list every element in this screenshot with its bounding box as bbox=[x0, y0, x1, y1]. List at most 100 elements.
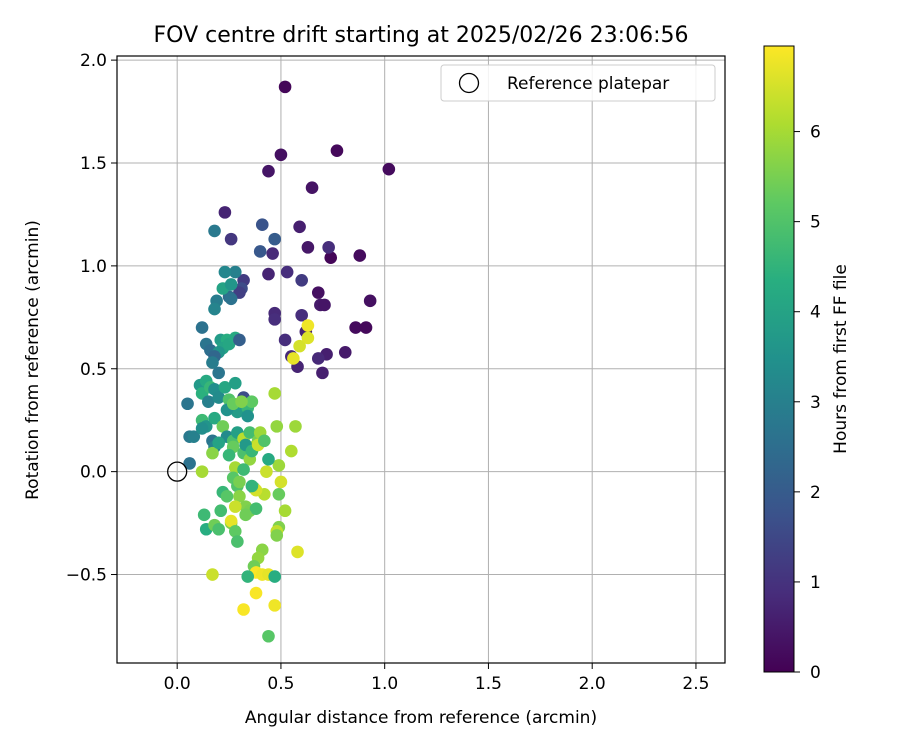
scatter-point bbox=[212, 436, 225, 450]
y-axis-label: Rotation from reference (arcmin) bbox=[23, 220, 43, 500]
x-tick-label: 1.5 bbox=[475, 674, 502, 694]
data-points bbox=[181, 80, 396, 643]
scatter-point bbox=[262, 164, 275, 178]
scatter-point bbox=[228, 525, 242, 538]
scatter-point bbox=[218, 206, 232, 219]
chart-title: FOV centre drift starting at 2025/02/26 … bbox=[154, 23, 689, 48]
scatter-point bbox=[262, 452, 275, 466]
scatter-point bbox=[268, 313, 282, 326]
legend: Reference platepar bbox=[440, 64, 716, 102]
scatter-point bbox=[255, 218, 269, 232]
scatter-point bbox=[316, 366, 329, 380]
scatter-point bbox=[291, 545, 304, 559]
scatter-point bbox=[231, 535, 244, 548]
scatter-point bbox=[245, 395, 259, 408]
scatter-point bbox=[268, 387, 282, 400]
scatter-point bbox=[260, 465, 273, 478]
colorbar-tick-label: 1 bbox=[810, 573, 821, 593]
scatter-point bbox=[272, 487, 286, 501]
scatter-point bbox=[293, 220, 306, 234]
y-axis-ticks: −0.5 0.0 0.5 1.0 1.5 2.0 bbox=[66, 51, 117, 586]
x-tick-label: 2.5 bbox=[682, 674, 709, 694]
scatter-point bbox=[318, 298, 331, 312]
plot-frame bbox=[116, 55, 726, 664]
scatter-point bbox=[235, 395, 248, 408]
scatter-point bbox=[216, 420, 230, 433]
scatter-point bbox=[338, 345, 352, 359]
scatter-point bbox=[289, 420, 302, 433]
scatter-point bbox=[270, 420, 284, 433]
scatter-point bbox=[258, 434, 271, 448]
scatter-point bbox=[278, 80, 292, 94]
reference-point-marker bbox=[167, 461, 188, 482]
scatter-point bbox=[218, 380, 232, 394]
scatter-point bbox=[195, 422, 209, 435]
scatter-point bbox=[382, 162, 396, 176]
scatter-point bbox=[212, 391, 225, 404]
scatter-point bbox=[301, 319, 315, 332]
x-tick-label: 2.0 bbox=[579, 674, 606, 694]
scatter-point bbox=[359, 321, 373, 334]
scatter-point bbox=[224, 278, 238, 291]
scatter-point bbox=[233, 333, 246, 347]
colorbar-gradient bbox=[763, 45, 795, 673]
colorbar-tick-label: 5 bbox=[810, 213, 821, 233]
x-tick-label: 1.0 bbox=[371, 674, 398, 694]
scatter-point bbox=[253, 245, 267, 258]
scatter-point bbox=[181, 397, 194, 411]
y-tick-label: 1.5 bbox=[80, 154, 107, 174]
scatter-point bbox=[305, 181, 319, 194]
scatter-point bbox=[241, 570, 255, 583]
scatter-point bbox=[274, 148, 288, 162]
scatter-point bbox=[224, 514, 238, 528]
scatter-point bbox=[228, 500, 242, 513]
x-tick-label: 0.0 bbox=[164, 674, 191, 694]
x-axis-label: Angular distance from reference (arcmin) bbox=[245, 708, 597, 728]
scatter-point bbox=[262, 267, 275, 281]
scatter-point bbox=[237, 603, 250, 616]
scatter-point bbox=[208, 224, 221, 238]
scatter-point bbox=[212, 366, 225, 380]
scatter-point bbox=[220, 490, 234, 503]
scatter-point bbox=[301, 241, 315, 254]
scatter-point bbox=[237, 463, 250, 476]
scatter-point bbox=[295, 273, 308, 287]
scatter-point bbox=[330, 144, 344, 157]
scatter-point bbox=[218, 265, 232, 279]
scatter-point bbox=[322, 241, 335, 254]
y-tick-label: −0.5 bbox=[66, 566, 107, 586]
scatter-point bbox=[197, 508, 211, 522]
scatter-point bbox=[311, 286, 325, 299]
scatter-point bbox=[272, 459, 286, 472]
legend-label: Reference platepar bbox=[507, 74, 669, 94]
scatter-point bbox=[278, 504, 292, 518]
colorbar: 0 1 2 3 4 5 6 Hours from first FF file bbox=[763, 45, 851, 683]
y-tick-label: 1.0 bbox=[80, 257, 107, 277]
scatter-point bbox=[324, 251, 338, 264]
scatter-point bbox=[311, 352, 325, 365]
colorbar-label: Hours from first FF file bbox=[831, 264, 851, 454]
scatter-point bbox=[224, 232, 238, 246]
scatter-point bbox=[353, 249, 367, 262]
scatter-point bbox=[243, 426, 257, 439]
scatter-point bbox=[241, 409, 255, 423]
scatter-point bbox=[214, 504, 228, 518]
scatter-point bbox=[249, 586, 263, 600]
scatter-point bbox=[206, 446, 219, 460]
scatter-point bbox=[270, 529, 284, 542]
scatter-point bbox=[266, 247, 279, 260]
scatter-point bbox=[349, 321, 362, 334]
scatter-point bbox=[195, 465, 209, 478]
scatter-point bbox=[239, 508, 252, 522]
scatter-point bbox=[208, 302, 221, 316]
y-tick-label: 0.5 bbox=[80, 360, 107, 380]
colorbar-tick-label: 0 bbox=[810, 663, 821, 683]
scatter-point bbox=[195, 321, 209, 334]
scatter-point bbox=[278, 333, 292, 347]
scatter-point bbox=[274, 475, 288, 489]
scatter-point bbox=[295, 308, 308, 322]
scatter-point bbox=[206, 568, 219, 581]
colorbar-tick-label: 3 bbox=[810, 393, 821, 413]
scatter-point bbox=[285, 444, 298, 458]
